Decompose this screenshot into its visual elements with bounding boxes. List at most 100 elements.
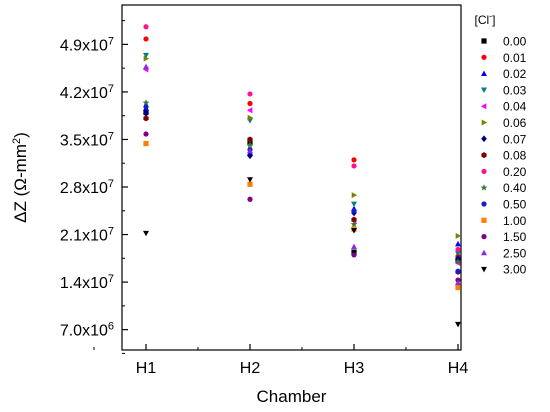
data-point	[247, 100, 253, 107]
data-point	[455, 279, 461, 286]
y-tick-mantissa: 3.5x10	[60, 132, 108, 149]
legend-label: 1.50	[503, 230, 527, 244]
plot-frame	[121, 4, 462, 351]
y-tick-exponent: 7	[108, 273, 114, 285]
data-point	[351, 228, 357, 234]
data-point	[246, 141, 254, 148]
x-tick-label: H2	[240, 360, 261, 377]
legend-label: 2.50	[503, 246, 527, 260]
data-point	[143, 63, 149, 70]
legend-marker	[481, 217, 487, 223]
data-point	[455, 321, 461, 328]
y-tick-mantissa: 2.1x10	[60, 228, 108, 245]
legend-marker	[481, 168, 487, 174]
legend-marker	[480, 184, 488, 191]
data-point	[143, 104, 149, 110]
data-point	[143, 230, 149, 237]
y-tick-label: 4.2x107	[60, 83, 114, 102]
legend-marker	[481, 70, 487, 76]
data-point	[142, 99, 150, 106]
data-point	[351, 243, 357, 250]
data-point	[143, 115, 149, 122]
y-tick-mantissa: 7.0x10	[60, 323, 108, 340]
data-point	[143, 24, 149, 30]
y-axis-title-end: )	[11, 132, 30, 138]
data-point	[351, 201, 357, 208]
y-tick-exponent: 6	[108, 321, 114, 333]
legend-marker	[481, 119, 488, 126]
y-axis-ticks: 7.0x1061.4x1072.1x1072.8x1073.5x1074.2x1…	[60, 20, 128, 354]
legend-label: 0.40	[503, 181, 527, 195]
legend-label: 3.00	[503, 263, 527, 277]
data-point	[143, 36, 149, 42]
legend-label: 0.00	[503, 35, 527, 49]
data-point	[247, 177, 253, 183]
data-point	[247, 181, 253, 187]
data-point	[246, 107, 253, 114]
y-tick-exponent: 7	[108, 178, 114, 190]
legend-marker	[481, 54, 487, 60]
data-point	[454, 258, 462, 265]
legend-label: 0.06	[503, 116, 527, 130]
data-point	[247, 196, 253, 202]
legend-label: 0.02	[503, 67, 527, 81]
y-tick-exponent: 7	[108, 130, 114, 142]
x-tick-label: H4	[448, 360, 469, 377]
data-point	[247, 91, 253, 97]
y-tick-exponent: 7	[108, 35, 114, 47]
data-points	[142, 24, 462, 328]
x-tick-label: H1	[136, 360, 157, 377]
legend-title-end: ]	[492, 13, 495, 27]
legend-marker	[481, 249, 487, 256]
data-point	[455, 246, 461, 253]
legend-items: 0.00 0.01 0.02 0.03 0.04 0.06 0.07 0.08 0.20 0.40…	[480, 35, 527, 277]
legend-marker	[481, 87, 487, 94]
data-point	[455, 232, 462, 239]
data-point	[143, 55, 150, 62]
x-tick-label: H3	[344, 360, 365, 377]
legend-marker	[480, 103, 487, 110]
legend-marker	[481, 266, 487, 273]
y-tick-label: 2.8x107	[60, 178, 114, 197]
y-tick-mantissa: 4.2x10	[60, 85, 108, 102]
y-tick-label: 7.0x106	[60, 321, 114, 340]
y-tick-label: 1.4x107	[60, 273, 114, 292]
y-tick-mantissa: 4.9x10	[60, 37, 108, 54]
data-point	[351, 192, 358, 199]
y-axis-title-sup: 2	[11, 138, 23, 144]
data-point	[455, 240, 461, 247]
data-point	[247, 114, 254, 121]
legend-marker	[481, 201, 487, 207]
legend-title-sup: -	[489, 11, 492, 21]
data-point	[351, 249, 357, 255]
legend-marker	[481, 234, 487, 240]
y-tick-label: 2.1x107	[60, 226, 114, 245]
data-point	[455, 251, 461, 257]
data-point	[247, 147, 253, 154]
legend-label: 0.04	[503, 100, 527, 114]
data-point	[351, 157, 357, 163]
legend-label: 1.00	[503, 214, 527, 228]
y-tick-mantissa: 2.8x10	[60, 180, 108, 197]
legend-marker	[481, 135, 487, 143]
legend-title: [Cl-]	[474, 11, 495, 27]
x-axis-ticks: H1 H2 H3 H4	[93, 344, 469, 377]
y-axis-title-main: ΔZ (Ω-mm	[11, 144, 30, 223]
data-point	[143, 140, 149, 147]
legend-label: 0.07	[503, 132, 527, 146]
legend-label: 0.01	[503, 51, 527, 65]
y-tick-label: 4.9x107	[60, 35, 114, 54]
y-tick-exponent: 7	[108, 83, 114, 95]
legend-label: 0.20	[503, 165, 527, 179]
legend-title-main: [Cl	[474, 13, 489, 27]
data-point	[455, 268, 461, 274]
legend-label: 0.50	[503, 198, 527, 212]
data-point	[143, 131, 149, 137]
data-point	[351, 252, 357, 258]
y-tick-mantissa: 1.4x10	[60, 275, 108, 292]
data-point	[351, 216, 357, 223]
data-point	[143, 52, 149, 59]
data-point	[247, 136, 253, 143]
data-point	[247, 152, 253, 160]
data-point	[350, 220, 358, 228]
